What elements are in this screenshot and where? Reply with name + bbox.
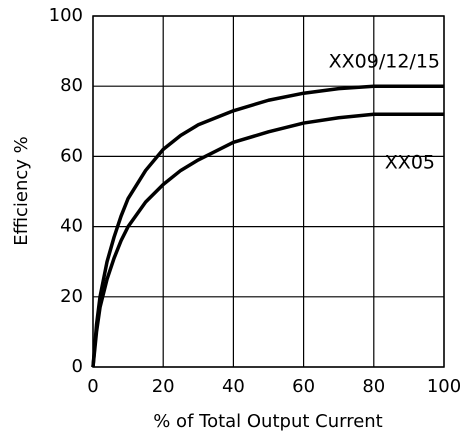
- x-tick-label: 60: [292, 376, 315, 397]
- x-axis-label: % of Total Output Current: [153, 411, 383, 432]
- plot-frame: [92, 15, 445, 368]
- y-tick-label: 20: [60, 286, 83, 307]
- y-tick-label: 0: [72, 356, 83, 377]
- x-tick-label: 100: [427, 376, 461, 397]
- series-line: [91, 84, 444, 368]
- x-tick-label: 40: [222, 376, 245, 397]
- x-tick-label: 20: [152, 376, 175, 397]
- series-line: [91, 112, 444, 368]
- y-tick-label: 60: [60, 145, 83, 166]
- y-tick-label: 80: [60, 75, 83, 96]
- y-tick-label: 100: [49, 5, 83, 26]
- x-tick-label: 0: [87, 376, 98, 397]
- series-label: XX05: [385, 152, 435, 174]
- y-axis-label: Efficiency %: [11, 136, 32, 246]
- series-label: XX09/12/15: [329, 51, 440, 73]
- x-tick-label: 80: [362, 376, 385, 397]
- y-tick-label: 40: [60, 216, 83, 237]
